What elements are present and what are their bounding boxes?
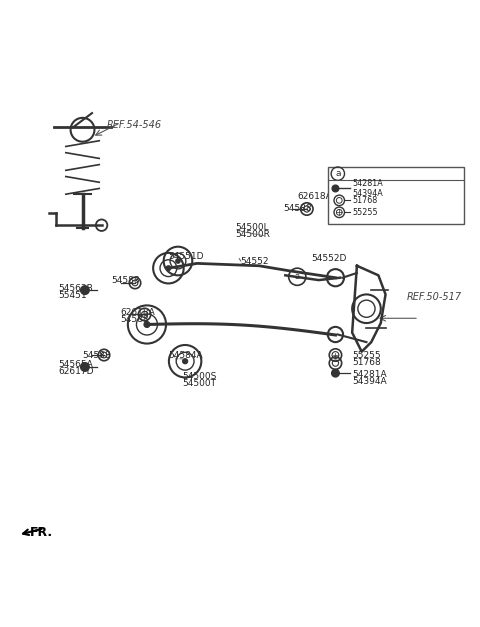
Circle shape <box>332 185 339 192</box>
Text: 54500L: 54500L <box>235 223 269 232</box>
Text: 54394A: 54394A <box>352 377 387 386</box>
Text: 54500T: 54500T <box>183 379 217 388</box>
Text: 54552: 54552 <box>240 256 268 265</box>
Text: a: a <box>335 169 341 178</box>
Text: 54500R: 54500R <box>235 230 270 240</box>
Bar <box>328 167 464 224</box>
Text: 62617D: 62617D <box>59 367 94 376</box>
Text: 55451: 55451 <box>59 291 87 300</box>
Text: 54281A: 54281A <box>352 369 387 379</box>
Text: 51768: 51768 <box>352 357 381 367</box>
Text: 62618A: 62618A <box>120 308 156 317</box>
Text: 54565A: 54565A <box>59 360 94 369</box>
Text: 54588: 54588 <box>83 350 111 359</box>
Circle shape <box>166 266 171 270</box>
Text: 55255: 55255 <box>352 208 378 217</box>
Text: 54588: 54588 <box>111 276 140 285</box>
Text: 54563B: 54563B <box>59 283 94 293</box>
Circle shape <box>81 362 89 371</box>
Text: 54551D: 54551D <box>168 251 204 261</box>
Text: a: a <box>295 272 300 282</box>
Text: FR.: FR. <box>30 525 53 539</box>
Text: REF.54-546: REF.54-546 <box>107 120 161 130</box>
Text: 54281A
54394A: 54281A 54394A <box>352 179 383 198</box>
Text: 51768: 51768 <box>352 196 377 205</box>
Circle shape <box>81 286 89 295</box>
Text: REF.50-517: REF.50-517 <box>407 292 462 302</box>
Circle shape <box>332 369 339 377</box>
Text: 54588: 54588 <box>120 315 149 324</box>
Circle shape <box>176 259 180 263</box>
Text: 54584A: 54584A <box>168 350 203 359</box>
Text: 54500S: 54500S <box>183 372 217 381</box>
Circle shape <box>144 322 150 327</box>
Text: 62618A: 62618A <box>297 192 332 201</box>
Circle shape <box>183 359 188 364</box>
Text: 54552D: 54552D <box>312 254 347 263</box>
Text: 54588: 54588 <box>283 204 312 213</box>
Text: 55255: 55255 <box>352 350 381 359</box>
